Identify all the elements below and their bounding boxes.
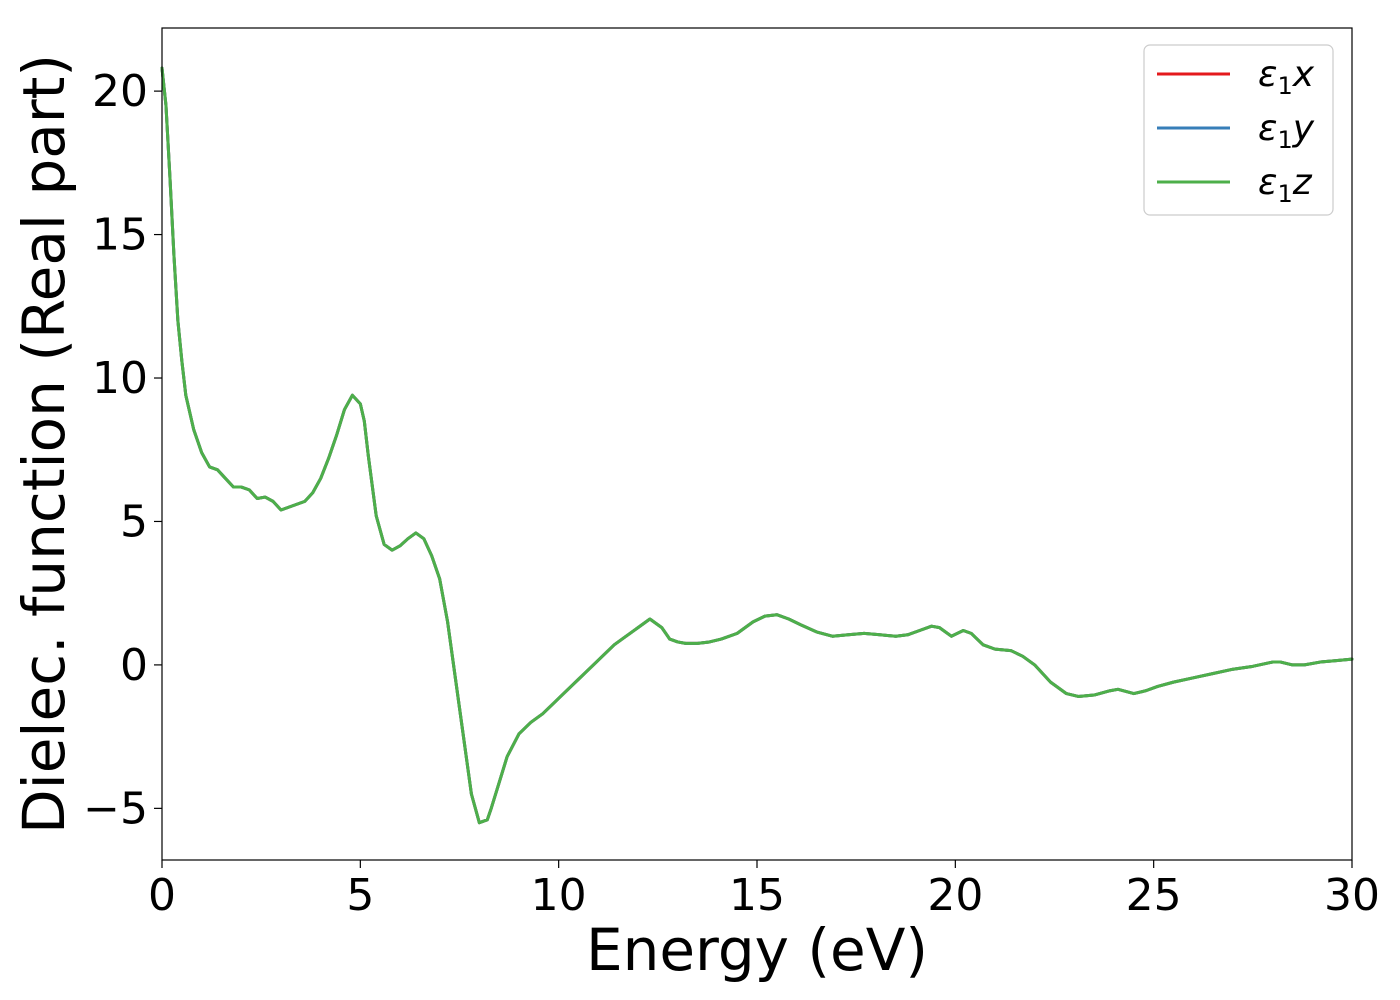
series-line-z [160, 66, 1354, 825]
x-axis-ticks: 0 5 10 15 20 25 30 [148, 860, 1380, 921]
y-tick-label: −5 [83, 783, 148, 834]
series-layer [160, 66, 1354, 825]
x-tick-label: 15 [729, 870, 785, 921]
x-axis-label: Energy (eV) [586, 916, 928, 984]
legend: ε1x ε1y ε1z [1143, 44, 1334, 216]
x-tick-label: 10 [531, 870, 587, 921]
legend-label-z: ε1z [1258, 162, 1313, 208]
legend-label-x: ε1x [1258, 54, 1315, 100]
y-tick-label: 5 [120, 496, 148, 547]
y-tick-label: 0 [120, 640, 148, 691]
y-axis-ticks: −5 0 5 10 15 20 [83, 66, 162, 834]
x-tick-label: 0 [148, 870, 176, 921]
y-tick-label: 15 [92, 210, 148, 261]
x-tick-label: 20 [927, 870, 983, 921]
x-tick-label: 25 [1126, 870, 1182, 921]
y-axis-label: Dielec. function (Real part) [10, 54, 78, 834]
x-tick-label: 30 [1324, 870, 1380, 921]
y-tick-label: 10 [92, 353, 148, 404]
legend-label-y: ε1y [1258, 108, 1315, 154]
x-tick-label: 5 [346, 870, 374, 921]
y-tick-label: 20 [92, 66, 148, 117]
plot-frame [161, 27, 1353, 861]
legend-box [1143, 44, 1334, 216]
